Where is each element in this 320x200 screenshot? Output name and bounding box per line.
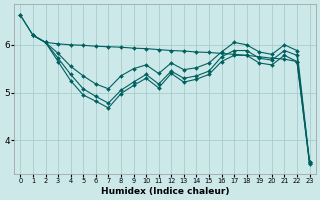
X-axis label: Humidex (Indice chaleur): Humidex (Indice chaleur) xyxy=(101,187,229,196)
